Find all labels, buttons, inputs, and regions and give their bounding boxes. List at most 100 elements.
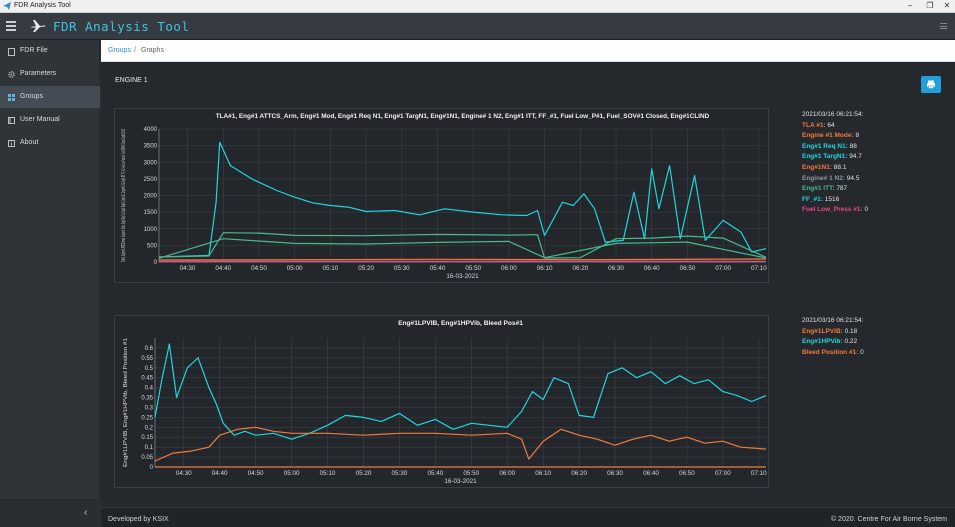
breadcrumb-groups-link[interactable]: Groups: [108, 47, 131, 54]
book-icon: [8, 117, 15, 124]
y-tick-label: 0.45: [141, 376, 153, 382]
legend-entry-label: TLA #1:: [802, 121, 826, 129]
sidebar-item-label: About: [20, 139, 39, 146]
footer-developer: Developed by KSIX: [108, 516, 169, 523]
legend-entry-value: 88: [847, 142, 857, 150]
legend-timestamp: 2021/03/16 06:21:54:: [802, 111, 864, 118]
x-tick-label: 06:40: [643, 470, 659, 477]
legend-entry-label: Eng#1 Req N1:: [802, 142, 848, 150]
x-axis-label: 16-03-2021: [446, 273, 479, 280]
page-title: ENGINE 1: [115, 77, 148, 84]
y-tick-label: 1000: [144, 227, 158, 233]
x-tick-label: 05:30: [392, 470, 408, 477]
x-tick-label: 07:10: [751, 470, 767, 477]
chart-engine-params-plot[interactable]: TLA#1, Eng#1 ATTCS_Arm, Eng#1 Mod, Eng#1…: [115, 109, 768, 282]
x-tick-label: 04:30: [176, 470, 192, 477]
x-tick-label: 06:10: [535, 470, 551, 477]
legend-entry-label: Bleed Position #1:: [802, 348, 859, 356]
legend-entry: Engine #1 Mode: 8: [802, 131, 868, 142]
y-tick-label: 0.3: [145, 405, 154, 411]
y-tick-label: 0.25: [141, 415, 153, 421]
maximize-button[interactable]: ❐: [926, 1, 934, 10]
options-menu-icon[interactable]: [940, 23, 947, 29]
legend-entry: TLA #1: 64: [802, 121, 868, 132]
y-axis-label: Eng#1LPVIB, Eng#1HPVib, Bleed Position #…: [123, 338, 129, 467]
x-tick-label: 06:10: [537, 265, 553, 272]
x-tick-label: 05:40: [427, 470, 443, 477]
sidebar-item-about[interactable]: About: [0, 132, 100, 154]
info-icon: [8, 140, 15, 147]
legend-entry-label: Eng#1N1:: [802, 163, 832, 171]
window-titlebar: FDR Analysis Tool – ❐ ✕: [0, 0, 955, 13]
x-tick-label: 07:00: [715, 470, 731, 477]
y-tick-label: 3000: [144, 160, 158, 166]
chart-title: TLA#1, Eng#1 ATTCS_Arm, Eng#1 Mod, Eng#1…: [216, 113, 710, 120]
sidebar-item-groups[interactable]: Groups: [0, 86, 100, 108]
legend-entry: Eng#1N1: 88.1: [802, 163, 868, 174]
chart-engine-params: TLA#1, Eng#1 ATTCS_Arm, Eng#1 Mod, Eng#1…: [114, 108, 769, 283]
legend-entry-label: Eng#1HPVib:: [802, 338, 843, 346]
minimize-button[interactable]: –: [907, 1, 913, 10]
y-tick-label: 0.35: [141, 396, 153, 402]
sidebar-item-user-manual[interactable]: User Manual: [0, 109, 100, 131]
x-tick-label: 05:20: [358, 265, 374, 272]
x-tick-label: 05:00: [284, 470, 300, 477]
legend-entry-label: Engine #1 Mode:: [802, 132, 854, 140]
printer-icon: [927, 80, 935, 89]
legend-entry-value: 0.22: [842, 338, 858, 346]
x-axis-label: 16-03-2021: [444, 478, 477, 485]
series-line-1: [154, 426, 767, 462]
x-tick-label: 04:30: [180, 265, 196, 272]
x-tick-label: 04:50: [251, 265, 267, 272]
sidebar: FDR File Parameters Groups User Manual A…: [0, 40, 100, 527]
hamburger-menu-icon[interactable]: [6, 21, 16, 31]
legend-entry-value: 787: [834, 185, 848, 193]
y-tick-label: 3500: [144, 144, 158, 150]
chart-title: Eng#1LPVIB, Eng#1HPVib, Bleed Pos#1: [398, 320, 523, 327]
legend-entry: Bleed Position #1: 0: [802, 348, 864, 359]
app-icon: [3, 2, 11, 10]
y-tick-label: 0.2: [145, 425, 154, 431]
y-tick-label: 0.15: [141, 435, 153, 441]
airplane-icon: [31, 20, 46, 32]
legend-entry-label: Engine# 1 N2:: [802, 174, 845, 182]
y-tick-label: 500: [147, 243, 158, 249]
chevron-left-icon: ‹: [84, 507, 88, 518]
y-tick-label: 0.6: [145, 346, 154, 352]
legend-entry-value: 8: [853, 132, 860, 140]
sidebar-item-parameters[interactable]: Parameters: [0, 63, 100, 85]
legend-entry-label: Eng#1 ITT:: [802, 185, 835, 193]
footer-copyright: © 2020. Centre For Air Borne System: [830, 516, 947, 523]
sidebar-item-label: Parameters: [20, 70, 57, 77]
y-tick-label: 0.5: [145, 366, 154, 372]
sidebar-item-label: Groups: [20, 93, 43, 100]
sidebar-item-fdr-file[interactable]: FDR File: [0, 40, 100, 62]
window-title: FDR Analysis Tool: [14, 2, 71, 9]
x-tick-label: 06:20: [572, 265, 588, 272]
x-tick-label: 06:20: [571, 470, 587, 477]
legend-entry-value: 0: [862, 206, 869, 214]
x-tick-label: 04:40: [215, 265, 231, 272]
close-button[interactable]: ✕: [943, 1, 951, 10]
legend-entry-label: Eng#1LPVIB:: [802, 327, 843, 335]
x-tick-label: 06:30: [607, 470, 623, 477]
x-tick-label: 05:10: [320, 470, 336, 477]
x-tick-label: 05:50: [463, 470, 479, 477]
legend-entry: Eng#1 ITT: 787: [802, 184, 868, 195]
legend-entry: Eng#1HPVib: 0.22: [802, 337, 864, 348]
sidebar-collapse-button[interactable]: ‹: [0, 499, 100, 527]
series-line-1: [158, 232, 767, 259]
x-tick-label: 07:00: [715, 265, 731, 272]
print-button[interactable]: [921, 76, 941, 93]
sidebar-item-label: FDR File: [20, 47, 48, 54]
x-tick-label: 06:40: [644, 265, 660, 272]
chart-vibration-plot[interactable]: Eng#1LPVIB, Eng#1HPVib, Bleed Pos#1 0 0.05…: [115, 316, 768, 487]
x-tick-label: 06:50: [680, 265, 696, 272]
y-tick-label: 1500: [144, 210, 158, 216]
y-tick-label: 0: [154, 260, 158, 266]
legend-entry: Eng#1LPVIB: 0.18: [802, 327, 864, 338]
legend-entry-value: 0.18: [842, 327, 858, 335]
main-content: Groups / Graphs ENGINE 1 TLA#1, Eng#1 AT…: [101, 40, 955, 507]
series-line-2: [158, 238, 767, 259]
legend-entry-value: 64: [825, 121, 835, 129]
